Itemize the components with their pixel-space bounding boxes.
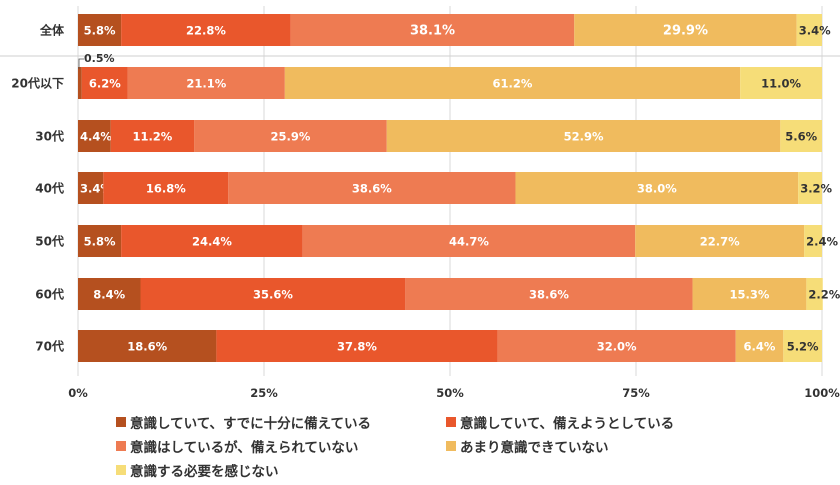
bar-segment bbox=[692, 278, 807, 310]
x-tick-label: 100% bbox=[804, 386, 840, 400]
data-label: 25.9% bbox=[270, 130, 310, 144]
bar-segment bbox=[194, 120, 387, 152]
x-tick-label: 75% bbox=[622, 386, 650, 400]
data-label: 52.9% bbox=[564, 130, 604, 144]
data-label: 16.8% bbox=[146, 182, 186, 196]
bar-segment bbox=[302, 225, 636, 257]
bar-segment bbox=[405, 278, 693, 310]
legend-swatch bbox=[116, 417, 126, 427]
legend-label: 意識していて、備えようとしている bbox=[460, 416, 675, 432]
data-label: 35.6% bbox=[253, 288, 293, 302]
legend-label: 意識していて、すでに十分に備えている bbox=[130, 416, 371, 432]
x-tick-label: 25% bbox=[250, 386, 278, 400]
bar-segment bbox=[740, 67, 822, 99]
legend-item: 意識する必要を感じない bbox=[116, 460, 279, 480]
bar-segment bbox=[121, 225, 303, 257]
bar-segment bbox=[78, 330, 217, 362]
bar-segment bbox=[806, 278, 823, 310]
data-label: 32.0% bbox=[597, 340, 637, 354]
category-label: 50代 bbox=[35, 234, 64, 249]
legend-label: 意識はしているが、備えられていない bbox=[130, 440, 359, 456]
category-label: 70代 bbox=[35, 339, 64, 354]
data-label: 5.8% bbox=[84, 24, 116, 38]
bar-segment bbox=[78, 120, 111, 152]
bar-segment bbox=[81, 67, 128, 99]
bar-segment bbox=[497, 330, 736, 362]
x-tick-label: 50% bbox=[436, 386, 464, 400]
bar-segment bbox=[127, 67, 285, 99]
data-label: 6.2% bbox=[89, 77, 121, 91]
data-label: 38.1% bbox=[410, 24, 455, 39]
data-label: 38.0% bbox=[637, 182, 677, 196]
bar-segment bbox=[290, 14, 575, 46]
data-label: 18.6% bbox=[127, 340, 167, 354]
bar-segment bbox=[635, 225, 805, 257]
data-label: 37.8% bbox=[337, 340, 377, 354]
bar-segment bbox=[780, 120, 822, 152]
bar-segment bbox=[574, 14, 797, 46]
legend-label: あまり意識できていない bbox=[460, 440, 609, 456]
data-label: 38.6% bbox=[529, 288, 569, 302]
data-label: 0.5% bbox=[84, 52, 115, 65]
data-label: 11.2% bbox=[132, 130, 172, 144]
legend-item: 意識していて、備えようとしている bbox=[446, 412, 674, 432]
data-label: 8.4% bbox=[93, 288, 125, 302]
category-label: 60代 bbox=[35, 287, 64, 302]
legend-label: 意識する必要を感じない bbox=[130, 464, 279, 480]
data-label: 15.3% bbox=[730, 288, 770, 302]
bar-segment bbox=[515, 172, 799, 204]
data-label: 29.9% bbox=[663, 24, 708, 39]
data-label: 22.7% bbox=[700, 235, 740, 249]
bar-segment bbox=[140, 278, 406, 310]
category-label: 30代 bbox=[35, 129, 64, 144]
data-label: 2.4% bbox=[806, 235, 838, 249]
data-label: 38.6% bbox=[352, 182, 392, 196]
data-label: 2.2% bbox=[808, 288, 840, 302]
category-label: 全体 bbox=[39, 23, 65, 38]
legend-swatch bbox=[446, 417, 456, 427]
data-label: 5.8% bbox=[84, 235, 116, 249]
data-label: 24.4% bbox=[192, 235, 232, 249]
data-label: 3.2% bbox=[800, 182, 832, 196]
data-label: 4.4% bbox=[80, 130, 112, 144]
bar-segment bbox=[228, 172, 516, 204]
data-label: 3.4% bbox=[799, 24, 831, 38]
data-label: 5.2% bbox=[787, 340, 819, 354]
bar-segment bbox=[78, 278, 141, 310]
bar-segment bbox=[735, 330, 784, 362]
data-label: 61.2% bbox=[493, 77, 533, 91]
data-label: 22.8% bbox=[186, 24, 226, 38]
bar-segment bbox=[284, 67, 741, 99]
legend-swatch bbox=[446, 441, 456, 451]
legend-item: あまり意識できていない bbox=[446, 436, 609, 456]
bar-segment bbox=[216, 330, 498, 362]
data-label: 5.6% bbox=[785, 130, 817, 144]
bar-segment bbox=[78, 172, 104, 204]
bar-segment bbox=[386, 120, 781, 152]
legend-swatch bbox=[116, 465, 126, 475]
bar-segment bbox=[121, 14, 291, 46]
bar-segment bbox=[78, 67, 82, 99]
data-label: 11.0% bbox=[761, 77, 801, 91]
legend-item: 意識はしているが、備えられていない bbox=[116, 436, 358, 456]
bar-segment bbox=[78, 225, 122, 257]
data-label: 21.1% bbox=[186, 77, 226, 91]
callout-line bbox=[78, 58, 84, 69]
bar-segment bbox=[798, 172, 822, 204]
legend-item: 意識していて、すでに十分に備えている bbox=[116, 412, 371, 432]
data-label: 6.4% bbox=[744, 340, 776, 354]
data-label: 44.7% bbox=[449, 235, 489, 249]
bar-segment bbox=[78, 14, 122, 46]
bar-segment bbox=[804, 225, 822, 257]
bar-segment bbox=[796, 14, 822, 46]
legend-swatch bbox=[116, 441, 126, 451]
x-tick-label: 0% bbox=[68, 386, 88, 400]
category-label: 20代以下 bbox=[11, 76, 64, 91]
bar-segment bbox=[783, 330, 822, 362]
category-label: 40代 bbox=[35, 181, 64, 196]
bar-segment bbox=[103, 172, 229, 204]
bar-segment bbox=[110, 120, 195, 152]
